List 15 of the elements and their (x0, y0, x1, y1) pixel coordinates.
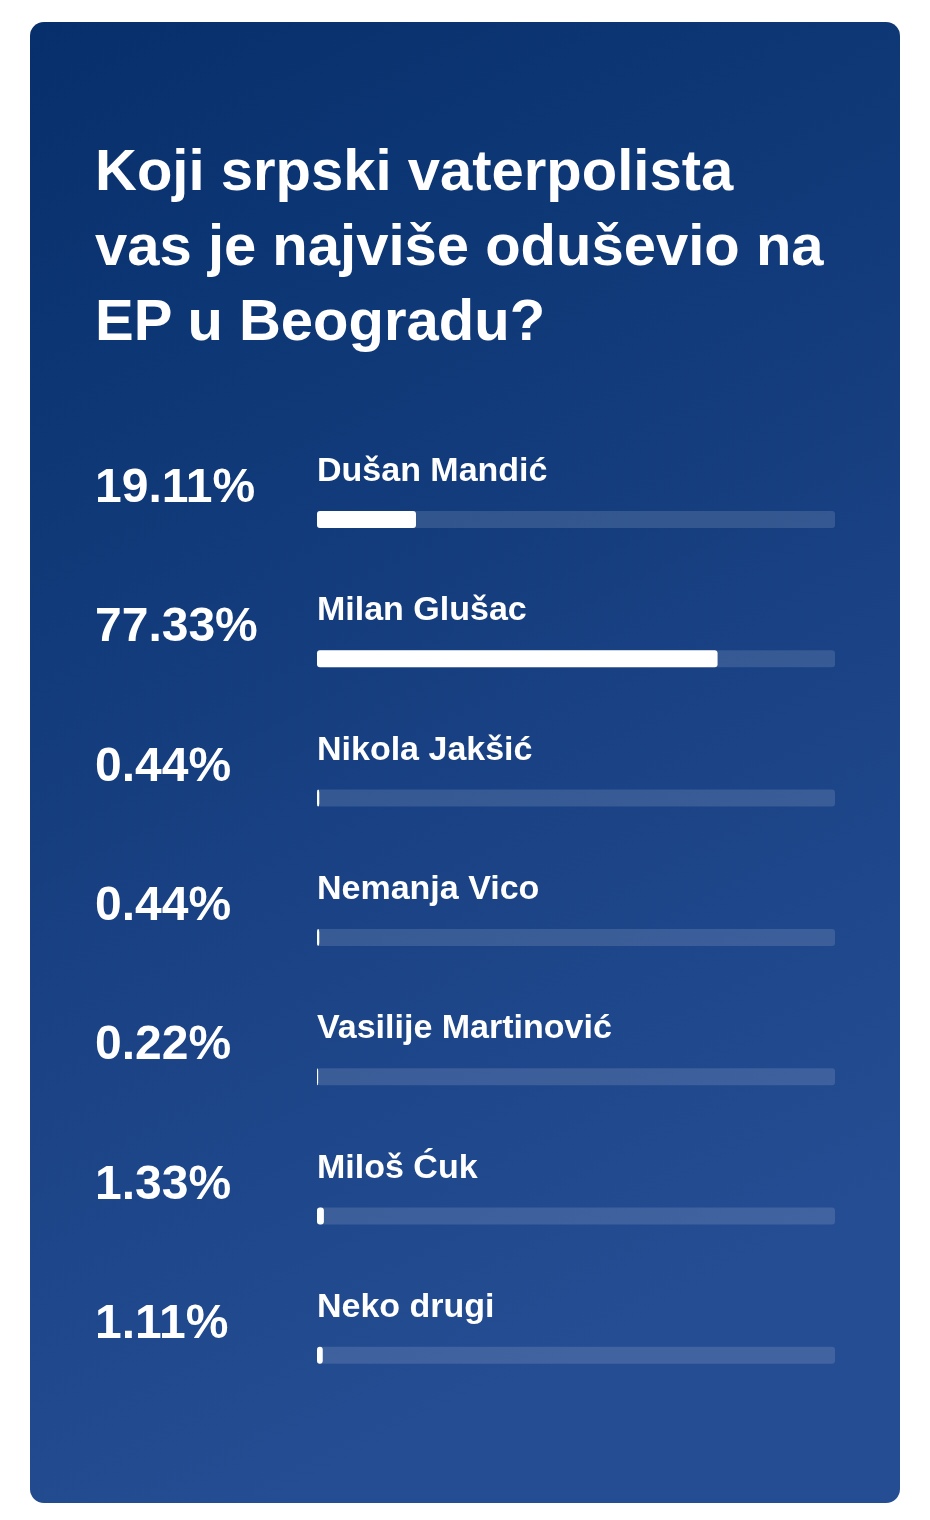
y-tick-label: Nikola Jakšić (317, 728, 533, 767)
data-label: 0.44% (95, 737, 232, 791)
y-tick-label: Milan Glušac (317, 589, 527, 628)
y-tick-label: Miloš Ćuk (317, 1146, 478, 1185)
data-label: 0.44% (95, 876, 232, 930)
data-label: 77.33% (95, 598, 258, 652)
data-label: 0.22% (95, 1016, 232, 1070)
chart-title: Koji srpski vaterpolista vas je najviše oduševio na EP u Beogradu? (95, 137, 825, 352)
data-label: 19.11% (95, 459, 256, 512)
y-tick-label: Neko drugi (317, 1285, 495, 1324)
y-tick-label: Dušan Mandić (317, 450, 548, 488)
y-tick-label: Nemanja Vico (317, 867, 540, 906)
y-tick-label: Vasilije Martinović (317, 1007, 612, 1046)
data-label: 1.33% (95, 1155, 232, 1209)
data-label: 1.11% (95, 1294, 229, 1348)
